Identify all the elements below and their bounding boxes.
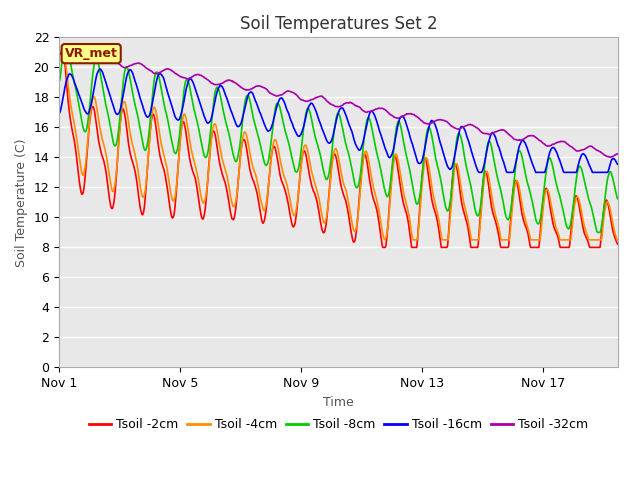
Tsoil -32cm [73, 49, 81, 55]
Tsoil -16cm [614, 161, 621, 167]
Tsoil -8cm [433, 158, 440, 164]
Tsoil -4cm [305, 156, 313, 161]
Legend: Tsoil -2cm, Tsoil -4cm, Tsoil -8cm, Tsoil -16cm, Tsoil -32cm: Tsoil -2cm, Tsoil -4cm, Tsoil -8cm, Tsoi… [84, 413, 593, 436]
Tsoil -2cm [614, 241, 621, 247]
Tsoil -8cm [108, 130, 115, 136]
Tsoil -32cm [305, 98, 313, 104]
Tsoil -2cm [376, 224, 383, 230]
Tsoil -2cm [342, 200, 350, 206]
Line: Tsoil -16cm: Tsoil -16cm [59, 69, 618, 172]
Tsoil -16cm [343, 115, 351, 121]
Tsoil -8cm [60, 49, 67, 55]
Tsoil -4cm [335, 156, 342, 162]
Tsoil -16cm [96, 66, 104, 72]
Line: Tsoil -4cm: Tsoil -4cm [59, 52, 618, 240]
Tsoil -32cm [108, 56, 115, 61]
Tsoil -32cm [55, 50, 63, 56]
Tsoil -8cm [593, 229, 601, 235]
Tsoil -16cm [305, 103, 313, 108]
Tsoil -2cm [107, 204, 115, 209]
X-axis label: Time: Time [323, 396, 354, 408]
Tsoil -32cm [335, 104, 342, 110]
Tsoil -16cm [476, 169, 483, 175]
Tsoil -32cm [343, 100, 351, 106]
Tsoil -4cm [57, 49, 65, 55]
Tsoil -32cm [433, 118, 440, 123]
Tsoil -8cm [343, 145, 351, 151]
Tsoil -32cm [607, 155, 614, 160]
Title: Soil Temperatures Set 2: Soil Temperatures Set 2 [240, 15, 438, 33]
Tsoil -8cm [376, 164, 384, 170]
Tsoil -2cm [305, 166, 312, 172]
Tsoil -16cm [108, 97, 115, 103]
Tsoil -8cm [614, 196, 621, 202]
Tsoil -16cm [376, 130, 384, 136]
Tsoil -2cm [379, 244, 387, 250]
Tsoil -16cm [335, 109, 342, 115]
Tsoil -2cm [55, 49, 63, 55]
Line: Tsoil -8cm: Tsoil -8cm [59, 52, 618, 232]
Tsoil -4cm [614, 237, 621, 243]
Y-axis label: Soil Temperature (C): Soil Temperature (C) [15, 138, 28, 266]
Tsoil -16cm [55, 110, 63, 116]
Text: VR_met: VR_met [65, 47, 118, 60]
Tsoil -4cm [55, 53, 63, 59]
Tsoil -4cm [343, 191, 351, 197]
Tsoil -2cm [334, 165, 342, 171]
Tsoil -2cm [433, 213, 440, 219]
Tsoil -32cm [376, 106, 384, 111]
Tsoil -4cm [409, 237, 417, 243]
Tsoil -4cm [376, 216, 384, 221]
Tsoil -16cm [433, 125, 440, 131]
Tsoil -4cm [108, 185, 115, 191]
Line: Tsoil -32cm: Tsoil -32cm [59, 52, 618, 157]
Tsoil -8cm [305, 107, 313, 113]
Tsoil -8cm [55, 78, 63, 84]
Tsoil -32cm [614, 151, 621, 157]
Tsoil -8cm [335, 111, 342, 117]
Tsoil -4cm [433, 208, 441, 214]
Line: Tsoil -2cm: Tsoil -2cm [59, 52, 618, 247]
